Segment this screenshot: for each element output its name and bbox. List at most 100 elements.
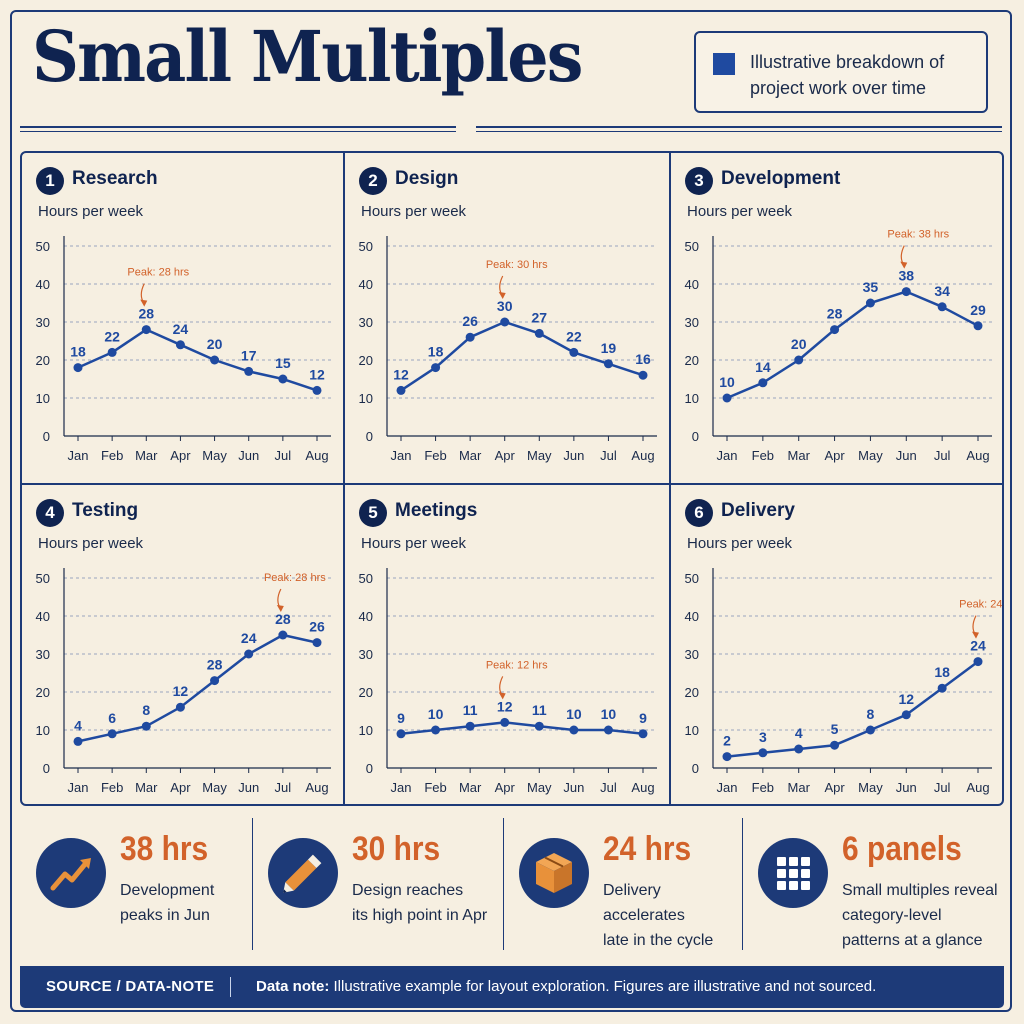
peak-annotation: Peak: 12 hrs [486,659,548,671]
y-axis-label: Hours per week [38,203,144,220]
data-label: 27 [531,309,547,325]
data-label: 12 [497,698,513,714]
data-point [830,325,840,335]
data-label: 8 [867,706,875,722]
stat-design: 30 hrs Design reaches its high point in A… [252,806,503,964]
data-label: 14 [755,359,771,375]
peak-arrowhead [972,631,979,639]
x-tick-label: Jan [68,780,89,795]
data-point [210,355,220,365]
data-label: 28 [138,306,154,322]
peak-annotation: Peak: 30 hrs [486,259,548,271]
data-point [107,729,117,739]
grid-divider-v1 [343,153,345,804]
data-label: 29 [970,302,986,318]
peak-annotation: Peak: 28 hrs [127,267,189,279]
stat-value: 38 hrs [120,830,209,868]
x-tick-label: Apr [170,448,191,463]
x-tick-label: Jan [391,780,412,795]
stat-description: Delivery accelerates late in the cycle [603,882,714,949]
data-label: 12 [173,683,189,699]
x-tick-label: Mar [788,780,811,795]
y-axis-label: Hours per week [687,203,793,220]
x-tick-label: Mar [459,448,482,463]
stat-value: 24 hrs [603,830,692,868]
data-label: 26 [309,619,325,635]
data-point [638,370,648,380]
x-tick-label: Jan [717,448,738,463]
y-tick-label: 30 [36,647,50,662]
x-tick-label: Jun [238,448,259,463]
legend-box: Illustrative breakdown of project work o… [694,31,988,113]
pencil-icon [268,838,338,908]
y-tick-label: 50 [36,239,50,254]
grid-divider-h [22,483,1002,485]
x-tick-label: Apr [170,780,191,795]
box-icon [519,838,589,908]
y-tick-label: 40 [36,277,50,292]
data-point [73,736,83,746]
data-point [73,363,83,373]
title-rule-right-thin [476,131,1002,132]
x-tick-label: Mar [788,448,811,463]
line-chart: 0 10 20 30 40 50 Jan Feb Mar Apr May Jun Jul Aug 2 3 4 5 8… [685,568,1002,795]
y-axis-label: Hours per week [361,535,467,552]
y-tick-label: 40 [685,277,699,292]
peak-arrowhead [900,261,908,269]
data-point [210,676,220,686]
data-point [794,355,804,365]
panel-number: 3 [685,167,713,195]
data-point [569,725,579,735]
y-tick-label: 0 [43,761,50,776]
data-label: 12 [393,366,409,382]
series-line [726,290,979,400]
y-tick-label: 50 [359,571,373,586]
line-chart: 0 10 20 30 40 50 Jan Feb Mar Apr May Jun Jul Aug 18 22 2… [36,236,331,463]
data-point [396,385,406,395]
line-chart: 0 10 20 30 40 50 Jan Feb Mar Apr May Jun Jul Aug 4 6 8 12… [36,568,331,795]
series-line [400,320,644,392]
stat-description: Design reaches its high point in Apr [352,882,488,924]
footer-bar: SOURCE / DATA-NOTE Data note: Illustrati… [20,966,1004,1008]
stat-divider [503,818,504,950]
x-tick-label: May [202,448,227,463]
x-tick-label: Feb [101,780,123,795]
y-tick-label: 0 [366,429,373,444]
x-tick-label: Aug [305,780,328,795]
footer-separator [230,977,231,997]
y-tick-label: 50 [685,571,699,586]
stat-value: 30 hrs [352,830,441,868]
x-tick-label: Feb [752,448,774,463]
data-label: 4 [795,725,803,741]
data-label: 30 [497,298,513,314]
title-rule-left-thin [20,131,456,132]
data-label: 28 [827,306,843,322]
data-label: 17 [241,347,257,363]
page-frame [10,10,1012,1012]
x-tick-label: May [527,780,552,795]
y-tick-label: 50 [36,571,50,586]
panel-number: 1 [36,167,64,195]
panel-title: Research [72,168,158,189]
x-tick-label: Aug [966,780,989,795]
x-tick-label: Jun [896,448,917,463]
x-tick-label: Aug [631,780,654,795]
x-tick-label: Jul [600,780,617,795]
x-tick-label: Feb [424,448,446,463]
data-label: 18 [428,344,444,360]
data-label: 18 [934,664,950,680]
x-tick-label: Apr [495,780,516,795]
y-tick-label: 20 [359,353,373,368]
chart-panel-testing: 4 Testing Hours per week 0 10 20 30 40 50 Jan Feb M… [22,485,343,804]
data-label: 24 [173,321,189,337]
chart-panel-meetings: 5 Meetings Hours per week 0 10 20 30 40 50 Jan Feb… [345,485,669,804]
y-tick-label: 10 [36,391,50,406]
data-label: 26 [462,313,478,329]
stat-divider [252,818,253,950]
small-multiples-grid: 1 Research Hours per week 0 10 20 30 40 50 Jan Feb… [20,151,1004,806]
data-point [431,363,441,373]
data-label: 28 [207,657,223,673]
data-point [534,328,544,338]
data-point [794,744,804,754]
x-tick-label: Aug [966,448,989,463]
